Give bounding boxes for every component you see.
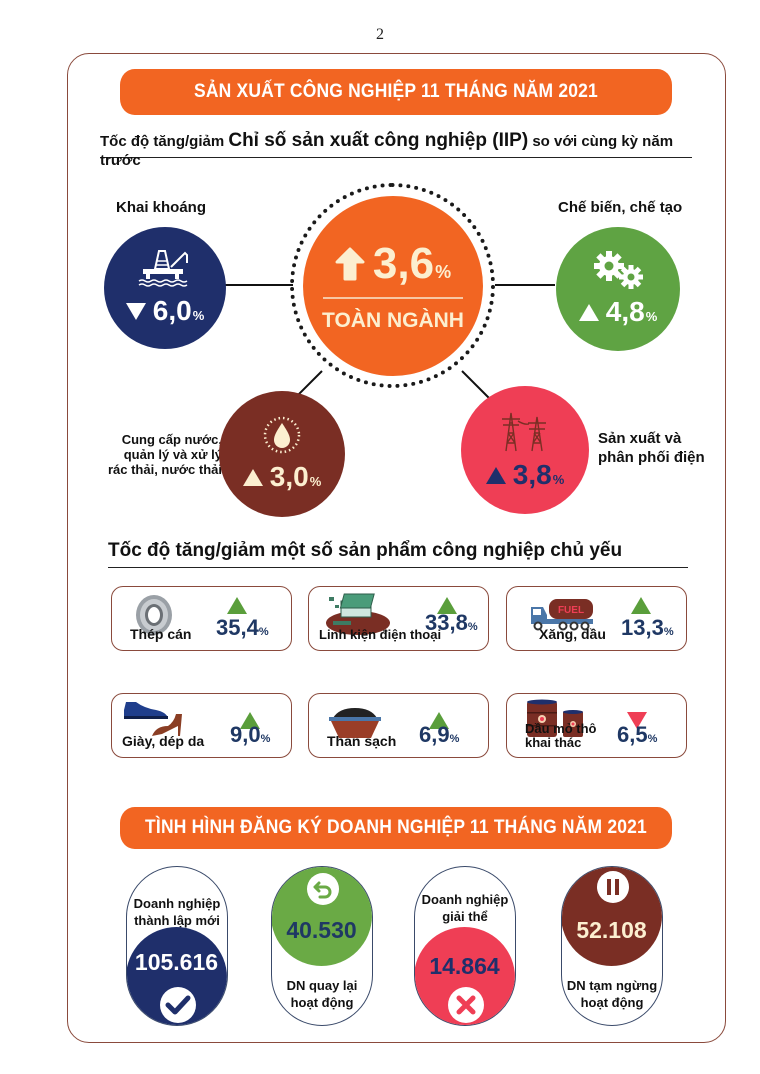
stat-suspended-enterprises: 52.108 DN tạm ngừng hoạt động	[561, 866, 663, 1026]
product-value: 6,5%	[617, 722, 658, 747]
decrease-triangle-icon	[627, 712, 647, 729]
section-title-business-registration: TÌNH HÌNH ĐĂNG KÝ DOANH NGHIỆP 11 THÁNG …	[120, 807, 672, 849]
sector-circle-water: 3,0%	[219, 391, 345, 517]
fuel-truck-icon: FUEL	[531, 599, 593, 631]
product-card-fuel: FUEL Xăng, dầu 13,3%	[506, 586, 687, 651]
overall-label: TOÀN NGÀNH	[322, 309, 464, 332]
product-value: 33,8%	[425, 610, 478, 635]
divider	[323, 297, 463, 299]
increase-triangle-icon	[578, 304, 599, 321]
water-drop-icon	[263, 416, 301, 454]
product-label: Thép cán	[130, 626, 192, 642]
sector-value-water: 3,0%	[242, 461, 321, 493]
decrease-triangle-icon	[125, 303, 146, 320]
product-card-steel: Thép cán 35,4%	[111, 586, 292, 651]
sector-label-manufacturing: Chế biến, chế tạo	[558, 199, 683, 216]
product-label: Xăng, dầu	[539, 626, 606, 642]
stat-label: Doanh nghiệp giải thể	[421, 892, 509, 924]
iip-subheading: Tốc độ tăng/giảm Chỉ số sản xuất công ng…	[100, 130, 692, 169]
phone-components-icon	[326, 593, 390, 635]
product-value: 35,4%	[216, 615, 269, 640]
arrow-up-icon	[335, 247, 365, 281]
shoes-icon	[124, 702, 182, 736]
sector-value-electricity: 3,8%	[485, 459, 564, 491]
stat-new-enterprises: Doanh nghiệp thành lập mới 105.616	[126, 866, 228, 1026]
increase-triangle-icon	[240, 712, 260, 729]
product-label: Dầu mỏ thô khai thác	[525, 721, 597, 750]
svg-text:FUEL: FUEL	[558, 605, 584, 616]
section-title-industrial-production: SẢN XUẤT CÔNG NGHIỆP 11 THÁNG NĂM 2021	[120, 69, 672, 115]
sector-label-electricity: Sản xuất và phân phối điện	[598, 430, 705, 466]
increase-triangle-icon	[631, 597, 651, 614]
sector-value-manufacturing: 4,8%	[578, 296, 657, 328]
sector-value-mining: 6,0%	[125, 295, 204, 327]
oil-barrels-icon	[527, 699, 583, 737]
increase-triangle-icon	[437, 597, 457, 614]
overall-value: 3,6%	[335, 239, 451, 289]
checkmark-icon	[160, 987, 196, 1023]
product-value: 13,3%	[621, 615, 674, 640]
stat-dissolved-enterprises: Doanh nghiệp giải thể 14.864	[414, 866, 516, 1026]
increase-triangle-icon	[429, 712, 449, 729]
subheading-suffix: so với cùng kỳ năm trước	[100, 133, 674, 169]
page-number: 2	[376, 26, 384, 43]
dotted-ring	[290, 183, 495, 388]
stat-value: 40.530	[272, 867, 372, 966]
sector-label-mining: Khai khoáng	[116, 199, 207, 216]
infographic-panel	[67, 53, 726, 1043]
connector-line	[495, 284, 555, 286]
product-card-footwear: Giày, dép da 9,0%	[111, 693, 292, 758]
product-label: Than sạch	[327, 733, 397, 749]
cross-icon	[448, 987, 484, 1023]
stat-returning-enterprises: 40.530 DN quay lại hoạt động	[271, 866, 373, 1026]
pause-icon	[597, 871, 629, 903]
products-subheading: Tốc độ tăng/giảm một số sản phẩm công ng…	[108, 540, 688, 568]
increase-triangle-icon	[242, 469, 263, 486]
connector-line	[205, 284, 293, 286]
sector-circle-mining: 6,0%	[104, 227, 226, 349]
stat-label: DN tạm ngừng hoạt động	[566, 978, 658, 1010]
product-value: 6,9%	[419, 722, 460, 747]
overall-iip-circle: 3,6% TOÀN NGÀNH	[303, 196, 483, 376]
gears-icon	[594, 251, 643, 289]
increase-triangle-icon	[227, 597, 247, 614]
product-card-coal: Than sạch 6,9%	[308, 693, 489, 758]
product-card-phone-components: Linh kiện điện thoại 33,8%	[308, 586, 489, 651]
product-label: Linh kiện điện thoại	[319, 627, 442, 642]
sector-label-water: Cung cấp nước, quản lý và xử lý rác thải…	[107, 432, 222, 477]
steel-coil-icon	[136, 595, 172, 635]
power-tower-icon	[502, 412, 546, 452]
subheading-emphasis: Chỉ số sản xuất công nghiệp (IIP)	[228, 130, 529, 151]
oil-rig-icon	[138, 250, 188, 287]
subheading-prefix: Tốc độ tăng/giảm	[100, 133, 229, 150]
stat-label: DN quay lại hoạt động	[286, 978, 358, 1010]
return-arrow-icon	[307, 873, 339, 905]
sector-circle-electricity: 3,8%	[461, 386, 589, 514]
product-value: 9,0%	[230, 722, 271, 747]
increase-triangle-icon	[485, 467, 506, 484]
stat-label: Doanh nghiệp thành lập mới	[133, 896, 221, 928]
product-label: Giày, dép da	[122, 733, 205, 749]
sector-circle-manufacturing: 4,8%	[556, 227, 680, 351]
product-card-crude-oil: Dầu mỏ thô khai thác 6,5%	[506, 693, 687, 758]
coal-bowl-icon	[329, 708, 381, 738]
